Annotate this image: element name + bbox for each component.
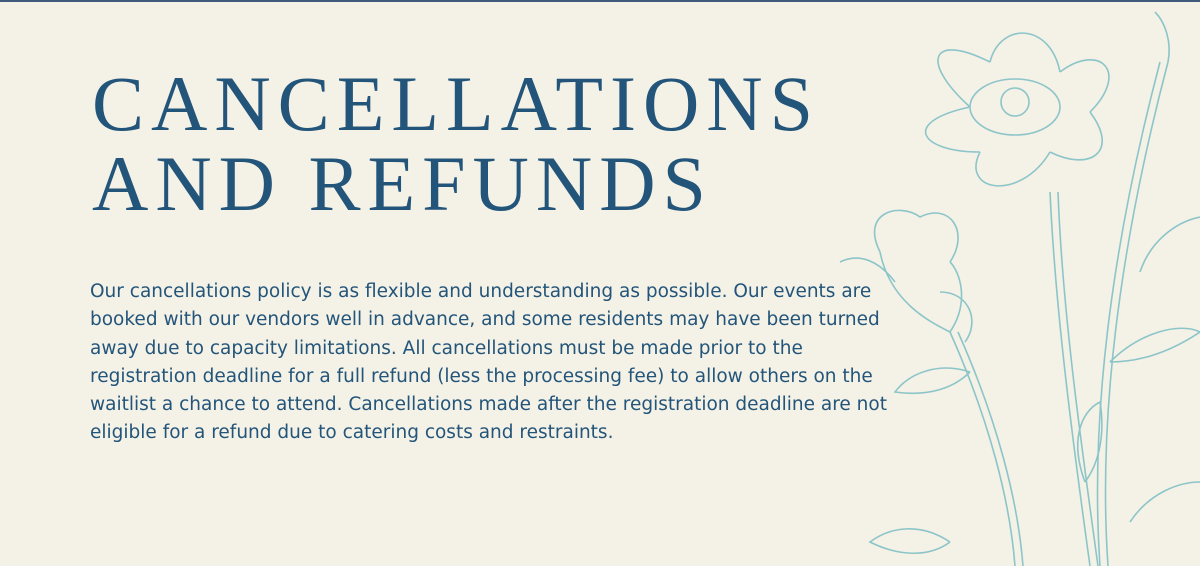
bud-flower-icon (839, 209, 973, 343)
flower-illustration (839, 11, 1200, 566)
leaf-icon (868, 216, 1200, 555)
stem-icon (949, 11, 1170, 566)
open-flower-icon (924, 32, 1110, 187)
title-line-2: AND REFUNDS (92, 140, 713, 227)
page-title: CANCELLATIONS AND REFUNDS (92, 64, 820, 224)
policy-text: Our cancellations policy is as flexible … (90, 281, 887, 444)
title-line-1: CANCELLATIONS (92, 60, 820, 147)
